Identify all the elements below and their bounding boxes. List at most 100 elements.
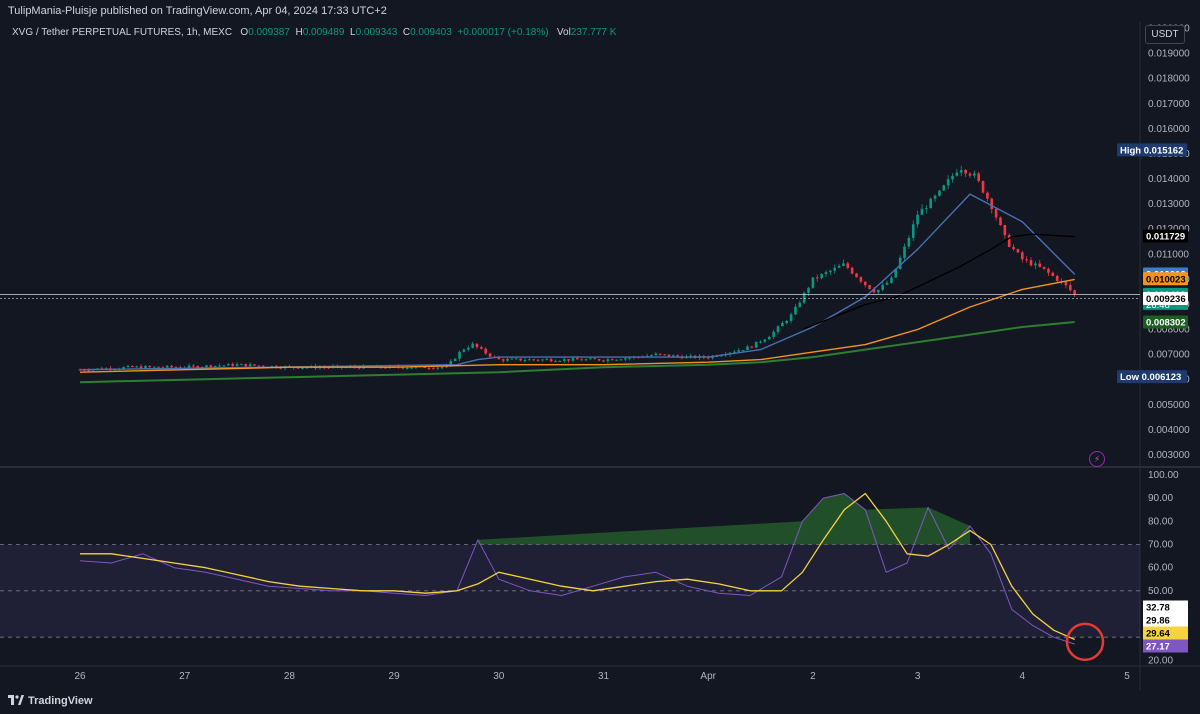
candle-body	[131, 365, 134, 368]
candle-body	[999, 217, 1002, 226]
candle-body	[510, 358, 514, 360]
candle-body	[920, 208, 924, 215]
candle-body	[1025, 259, 1028, 261]
candle-body	[824, 272, 828, 275]
candle-body	[706, 357, 710, 359]
candle-body	[244, 363, 248, 367]
price-tick-label: 0.004000	[1148, 425, 1190, 436]
candle-body	[410, 367, 413, 369]
candle-body	[667, 354, 671, 357]
currency-button[interactable]: USDT	[1145, 25, 1185, 44]
candle-body	[222, 365, 226, 367]
candle-body	[868, 285, 871, 289]
candle-body	[126, 365, 130, 368]
candle-body	[506, 358, 509, 361]
candle-body	[833, 267, 837, 271]
candle-body	[1021, 252, 1024, 260]
candle-body	[170, 365, 173, 368]
candle-body	[619, 359, 623, 361]
high-value: 0.009489	[302, 27, 345, 38]
candle-body	[261, 365, 265, 367]
candle-body	[519, 358, 522, 361]
candle-body	[576, 358, 579, 360]
rsi-tick-label: 20.00	[1148, 655, 1173, 666]
rsi-overbought-fill	[477, 493, 970, 545]
rsi-value-label-text: 32.78	[1146, 603, 1170, 614]
candle-body	[746, 346, 749, 350]
candle-body	[384, 367, 387, 369]
candle-body	[458, 351, 461, 359]
highlight-circle	[1065, 622, 1105, 662]
candle-body	[78, 369, 82, 371]
price-axis-label-text: High 0.015162	[1120, 145, 1183, 156]
candle-body	[1073, 290, 1076, 295]
candle-body	[475, 343, 479, 348]
candle-body	[597, 359, 601, 361]
price-tick-label: 0.003000	[1148, 450, 1190, 461]
rsi-tick-label: 100.00	[1148, 470, 1179, 481]
candle-body	[453, 358, 457, 361]
candle-body	[165, 365, 169, 368]
candle-body	[357, 367, 361, 369]
candle-body	[135, 366, 139, 368]
candle-body	[488, 353, 492, 357]
time-tick-label: 5	[1124, 671, 1130, 682]
candle-body	[859, 277, 863, 282]
time-tick-label: 2	[810, 671, 816, 682]
price-tick-label: 0.017000	[1148, 99, 1190, 110]
candle-body	[938, 190, 941, 196]
price-axis-label	[1143, 315, 1188, 329]
time-tick-label: 3	[915, 671, 921, 682]
time-tick-label: 27	[179, 671, 191, 682]
candle-body	[846, 263, 850, 268]
candle-body	[392, 365, 396, 367]
candle-body	[296, 367, 300, 369]
open-value: 0.009387	[248, 27, 290, 38]
candle-body	[658, 353, 662, 355]
candle-body	[536, 359, 540, 361]
candle-body	[672, 355, 675, 357]
candle-body	[750, 346, 754, 348]
candle-body	[624, 358, 627, 360]
time-tick-label: 28	[284, 671, 296, 682]
candle-body	[449, 360, 453, 367]
candle-body	[929, 198, 932, 209]
candle-body	[911, 224, 915, 238]
candle-body	[471, 343, 474, 348]
candle-body	[650, 355, 653, 357]
candle-body	[994, 209, 998, 218]
open-label: O	[240, 27, 249, 38]
price-tick-label: 0.008000	[1148, 325, 1190, 336]
candle-body	[205, 365, 208, 368]
candle-body	[218, 365, 221, 367]
rsi-value-label	[1143, 600, 1188, 614]
candle-body	[890, 277, 893, 283]
tradingview-brand: TradingView	[28, 695, 93, 707]
candle-body	[1034, 263, 1037, 266]
candle-body	[436, 367, 440, 369]
time-tick-label: 26	[74, 671, 86, 682]
candle-body	[571, 358, 575, 361]
candle-body	[405, 367, 409, 369]
candle-body	[187, 365, 191, 368]
price-tick-label: 0.016000	[1148, 124, 1190, 135]
low-label: L	[350, 27, 356, 38]
time-tick-label: 4	[1020, 671, 1026, 682]
rsi-tick-label: 60.00	[1148, 563, 1173, 574]
price-tick-label: 0.019000	[1148, 49, 1190, 60]
candle-body	[157, 366, 160, 368]
lightning-icon[interactable]: ⚡	[1089, 451, 1105, 467]
candle-body	[951, 175, 954, 180]
candle-body	[798, 302, 802, 307]
time-tick-label: 31	[598, 671, 610, 682]
candle-body	[279, 367, 282, 369]
price-axis-label-text: 0.009236	[1146, 294, 1186, 305]
candle-body	[628, 357, 631, 359]
candle-body	[789, 314, 793, 321]
symbol-title[interactable]: XVG / Tether PERPETUAL FUTURES, 1h, MEXC	[12, 27, 233, 38]
rsi-tick-label: 50.00	[1148, 586, 1173, 597]
candle-body	[549, 359, 553, 362]
candle-body	[1042, 266, 1046, 269]
low-value: 0.009343	[355, 27, 398, 38]
